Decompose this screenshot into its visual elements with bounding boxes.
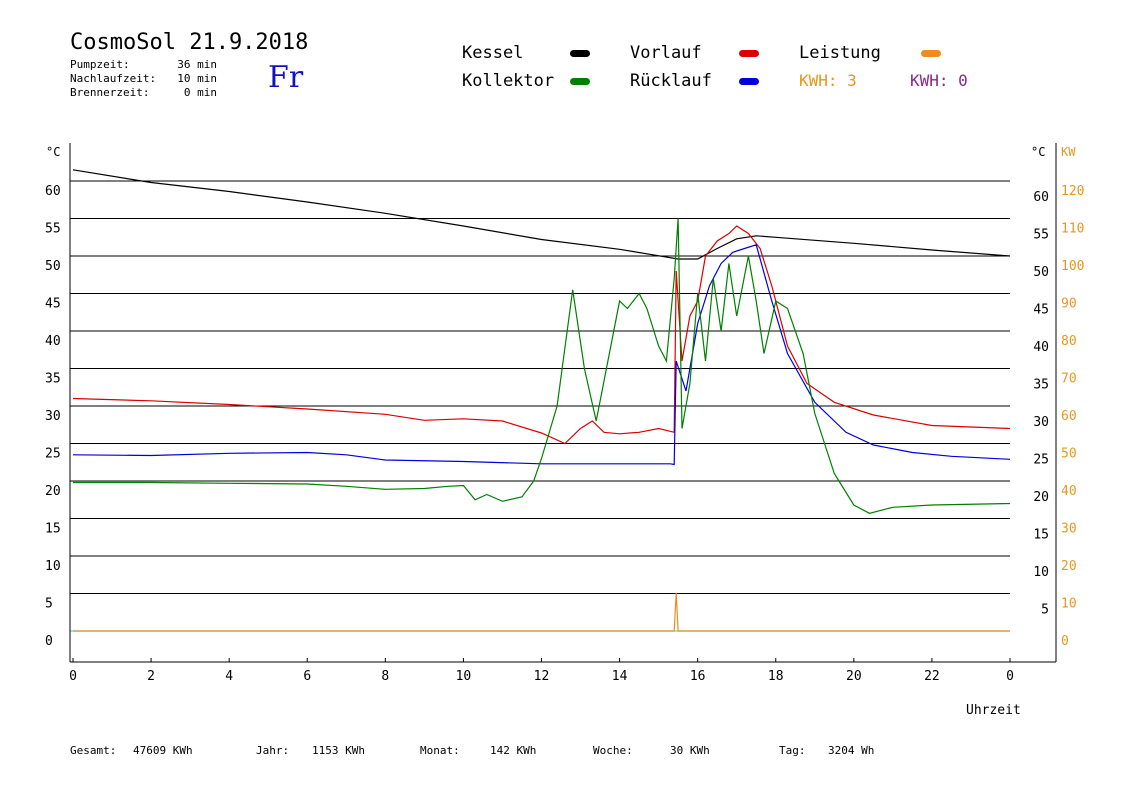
y2-tick-label: 70: [1061, 372, 1077, 387]
legend-leistung-label: Leistung: [799, 43, 881, 63]
y2-tick-label: 80: [1061, 334, 1077, 349]
y-left-tick-label: 40: [45, 334, 61, 349]
y-right-unit: °C: [1031, 145, 1045, 159]
legend-ruecklauf-label: Rücklauf: [630, 71, 712, 91]
footer-year-value: 1153 KWh: [312, 744, 365, 757]
footer-day-label: Tag:: [779, 744, 806, 757]
x-axis-title: Uhrzeit: [966, 703, 1021, 718]
series-line-kollektor: [73, 218, 1011, 514]
y2-tick-label: 50: [1061, 447, 1077, 462]
y2-tick-label: 10: [1061, 597, 1077, 612]
legend-kollektor-label: Kollektor: [462, 71, 555, 91]
x-tick-label: 4: [225, 669, 233, 684]
y-left-tick-label: 30: [45, 409, 61, 424]
y-right-tick-label: 25: [1033, 453, 1049, 468]
pump-time-value: 36 min: [177, 58, 217, 71]
footer-total-value: 47609 KWh: [133, 744, 193, 757]
y2-tick-label: 20: [1061, 559, 1077, 574]
series-line-ruecklauf: [72, 244, 1011, 466]
x-tick-label: 18: [768, 669, 784, 684]
legend-kessel-label: Kessel: [462, 43, 524, 63]
y2-tick-label: 110: [1061, 222, 1084, 237]
y-right-tick-label: 35: [1033, 378, 1049, 393]
footer-total-label: Gesamt:: [70, 744, 117, 757]
y2-tick-label: 120: [1061, 184, 1084, 199]
y-left-tick-label: 15: [45, 522, 61, 537]
y-left-tick-label: 25: [45, 447, 61, 462]
x-tick-label: 14: [612, 669, 628, 684]
y-left-tick-label: 45: [45, 297, 61, 312]
y-right-tick-label: 50: [1033, 265, 1049, 280]
y-left-tick-label: 5: [45, 597, 53, 612]
x-tick-label: 12: [534, 669, 550, 684]
legend-kollektor-swatch: [570, 78, 590, 85]
x-tick-label: 10: [456, 669, 472, 684]
y-right-tick-label: 20: [1033, 490, 1049, 505]
legend-kessel-swatch: [570, 50, 590, 57]
y2-tick-label: 30: [1061, 522, 1077, 537]
x-tick-label: 2: [147, 669, 155, 684]
pump-time-label: Pumpzeit:: [70, 58, 130, 71]
y-right-tick-label: 60: [1033, 190, 1049, 205]
x-tick-label: 6: [303, 669, 311, 684]
y-left-tick-label: 50: [45, 259, 61, 274]
footer-week-value: 30 KWh: [670, 744, 710, 757]
run-on-time-value: 10 min: [177, 72, 217, 85]
burner-time-value: 0 min: [183, 86, 217, 99]
y-left-tick-label: 10: [45, 559, 61, 574]
footer-day-value: 3204 Wh: [828, 744, 875, 757]
y-left-tick-label: 35: [45, 372, 61, 387]
y2-tick-label: 0: [1061, 634, 1069, 649]
x-tick-label: 22: [924, 669, 940, 684]
series-line-kessel: [72, 169, 1011, 260]
y-left-tick-label: 60: [45, 184, 61, 199]
x-tick-label: 0: [69, 669, 77, 684]
y-left-unit: °C: [46, 145, 60, 159]
kwh-burner-value: KWH: 0: [910, 71, 968, 90]
x-tick-label: 8: [381, 669, 389, 684]
footer-week-label: Woche:: [593, 744, 633, 757]
y2-tick-label: 60: [1061, 409, 1077, 424]
y-right-tick-label: 45: [1033, 303, 1049, 318]
weekday-label: Fr: [268, 60, 304, 95]
y-left-tick-label: 0: [45, 634, 53, 649]
y2-tick-label: 100: [1061, 259, 1084, 274]
footer-month-label: Monat:: [420, 744, 460, 757]
x-tick-label: 20: [846, 669, 862, 684]
legend-vorlauf-swatch: [739, 50, 759, 57]
footer-month-value: 142 KWh: [490, 744, 537, 757]
y2-tick-label: 40: [1061, 484, 1077, 499]
series-line-leistung: [73, 592, 1010, 632]
y-right-tick-label: 10: [1033, 565, 1049, 580]
legend-vorlauf-label: Vorlauf: [630, 43, 702, 63]
chart-title: CosmoSol 21.9.2018: [70, 30, 309, 55]
legend-ruecklauf-swatch: [739, 78, 759, 85]
x-tick-label: 16: [690, 669, 706, 684]
x-tick-label: 0: [1006, 669, 1014, 684]
series-line-vorlauf: [72, 225, 1011, 445]
kwh-solar-value: KWH: 3: [799, 71, 857, 90]
footer-year-label: Jahr:: [256, 744, 290, 757]
y-right-tick-label: 5: [1041, 603, 1049, 618]
run-on-time-label: Nachlaufzeit:: [70, 72, 157, 85]
y2-tick-label: 90: [1061, 297, 1077, 312]
y-right-tick-label: 30: [1033, 415, 1049, 430]
y-right-tick-label: 15: [1033, 528, 1049, 543]
y-right-tick-label: 40: [1033, 340, 1049, 355]
y-left-tick-label: 20: [45, 484, 61, 499]
y2-unit: KW: [1061, 145, 1076, 159]
y-right-tick-label: 55: [1033, 228, 1049, 243]
y-left-tick-label: 55: [45, 222, 61, 237]
legend-leistung-swatch: [921, 50, 941, 57]
burner-time-label: Brennerzeit:: [70, 86, 150, 99]
